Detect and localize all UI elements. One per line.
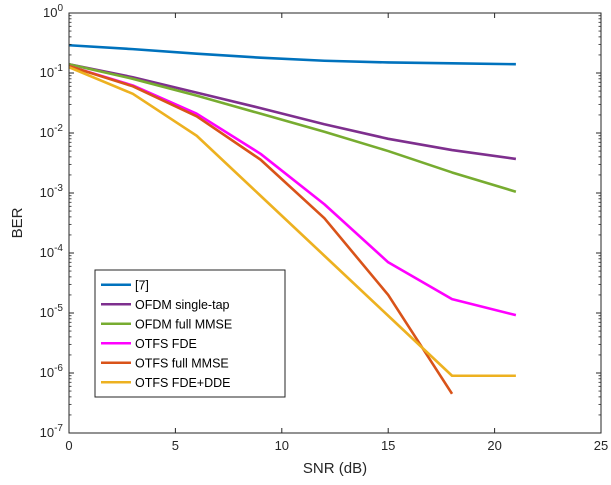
y-axis-title: BER [9, 207, 26, 238]
y-tick-label: 100 [43, 3, 63, 20]
legend-label-4: OTFS full MMSE [135, 356, 229, 370]
series-line-5 [69, 65, 516, 378]
legend: [7] OFDM single-tap OFDM full MMSE OTFS FDE… [94, 269, 286, 398]
x-tick-label: 5 [172, 438, 179, 453]
legend-label-2: OFDM full MMSE [135, 317, 232, 331]
x-tick-label: 15 [381, 438, 395, 453]
legend-label-1: OFDM single-tap [135, 298, 230, 312]
series-line-0 [69, 43, 516, 66]
y-tick-label: 10-2 [40, 123, 64, 140]
legend-label-0: [7] [135, 278, 149, 292]
series-layer [69, 43, 517, 395]
axes-box [68, 12, 602, 434]
y-tick-label: 10-6 [40, 363, 64, 380]
series-line-4 [69, 64, 454, 395]
y-tick-label: 10-1 [40, 63, 64, 80]
x-tick-label: 20 [487, 438, 501, 453]
axes-layer: 0 5 10 15 20 25 10-7 10-6 10-5 10-4 10-3 10-2 10-1 10… [40, 3, 609, 453]
y-tick-label: 10-5 [40, 303, 64, 320]
y-tick-label: 10-4 [40, 243, 64, 260]
x-tick-label: 0 [65, 438, 72, 453]
x-tick-label: 25 [594, 438, 608, 453]
y-tick-label: 10-3 [40, 183, 64, 200]
y-tick-label: 10-7 [40, 423, 64, 440]
legend-box [94, 269, 286, 398]
x-tick-label: 10 [275, 438, 289, 453]
series-line-1 [69, 62, 517, 161]
series-line-2 [69, 62, 517, 193]
legend-label-3: OTFS FDE [135, 337, 197, 351]
legend-label-5: OTFS FDE+DDE [135, 376, 231, 390]
x-axis-title: SNR (dB) [303, 460, 367, 477]
